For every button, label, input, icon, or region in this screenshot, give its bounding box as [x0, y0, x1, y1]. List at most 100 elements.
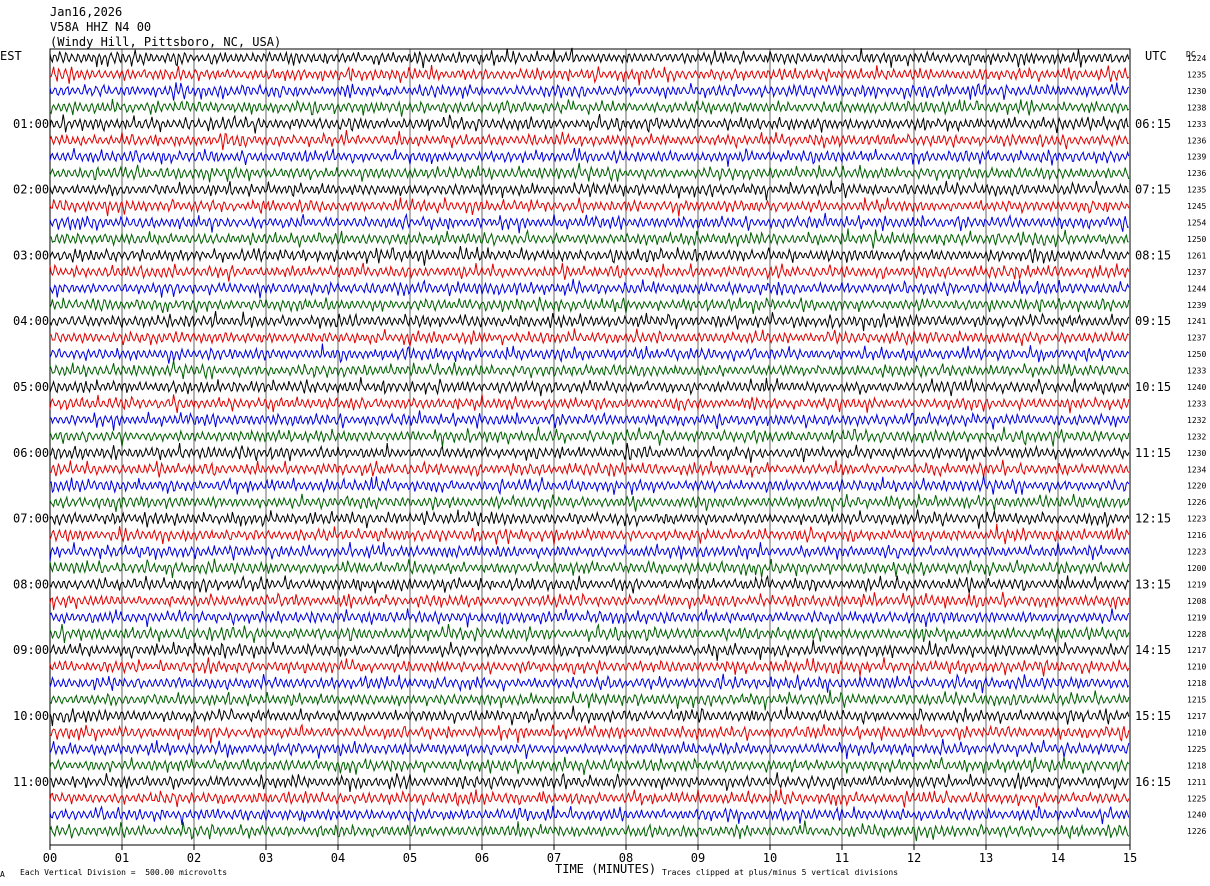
dc-offset-label: 1236: [1187, 136, 1206, 145]
dc-offset-label: 1261: [1187, 251, 1206, 260]
dc-offset-label: 1237: [1187, 268, 1206, 277]
trace-line: [49, 228, 1129, 249]
dc-offset-label: 1239: [1187, 153, 1206, 162]
trace-line: [49, 180, 1129, 201]
dc-offset-label: 1219: [1187, 613, 1206, 622]
left-hour-label: 04:00: [13, 314, 49, 328]
dc-offset-label: 1210: [1187, 663, 1206, 672]
right-hour-label: 09:15: [1135, 314, 1171, 328]
dc-offset-label: 1218: [1187, 679, 1206, 688]
x-tick-label: 12: [907, 851, 921, 865]
dc-offset-label: 1218: [1187, 761, 1206, 770]
right-hour-label: 12:15: [1135, 512, 1171, 526]
trace-line: [49, 820, 1130, 842]
right-hour-label: 14:15: [1135, 643, 1171, 657]
dc-offset-label: 1233: [1187, 399, 1206, 408]
trace-line: [49, 705, 1130, 727]
x-tick-label: 15: [1123, 851, 1137, 865]
dc-offset-label: 1226: [1187, 498, 1206, 507]
header-location: (Windy Hill, Pittsboro, NC, USA): [50, 35, 282, 49]
trace-line: [49, 296, 1130, 314]
header-station: V58A HHZ N4 00: [50, 20, 152, 34]
dc-offset-label: 1225: [1187, 794, 1206, 803]
trace-line: [49, 394, 1130, 414]
dc-offset-label: 1244: [1187, 284, 1206, 293]
dc-offset-label: 1235: [1187, 70, 1206, 79]
left-hour-label: 09:00: [13, 643, 49, 657]
dc-offset-label: 1241: [1187, 317, 1206, 326]
dc-offset-label: 1250: [1187, 235, 1206, 244]
trace-line: [49, 47, 1130, 69]
trace-line: [49, 523, 1130, 545]
right-hour-label: 16:15: [1135, 775, 1171, 789]
dc-offset-label: 1233: [1187, 367, 1206, 376]
dc-offset-label: 1240: [1187, 383, 1206, 392]
dc-offset-label: 1233: [1187, 120, 1206, 129]
left-hour-label: 05:00: [13, 380, 49, 394]
footer-scale: Each Vertical Division = 500.00 microvol…: [20, 868, 228, 877]
dc-offset-label: 1234: [1187, 465, 1206, 474]
x-tick-label: 04: [331, 851, 345, 865]
left-hour-label: 02:00: [13, 183, 49, 197]
trace-line: [49, 360, 1129, 381]
trace-line: [49, 591, 1130, 611]
x-tick-label: 08: [619, 851, 633, 865]
x-tick-label: 07: [547, 851, 561, 865]
dc-offset-label: 1232: [1187, 432, 1206, 441]
dc-offset-label: 1250: [1187, 350, 1206, 359]
right-hour-label: 15:15: [1135, 709, 1171, 723]
dc-offset-label: 1226: [1187, 827, 1206, 836]
dc-offset-label: 1216: [1187, 531, 1206, 540]
trace-line: [49, 805, 1130, 826]
x-tick-label: 03: [259, 851, 273, 865]
dc-offset-label: 1235: [1187, 186, 1206, 195]
right-hour-label: 06:15: [1135, 117, 1171, 131]
left-hour-label: 03:00: [13, 248, 49, 262]
dc-offset-label: 1228: [1187, 630, 1206, 639]
trace-line: [49, 475, 1130, 496]
dc-offset-label: 1208: [1187, 597, 1206, 606]
trace-line: [49, 723, 1130, 744]
trace-line: [49, 64, 1130, 86]
trace-line: [49, 756, 1130, 775]
dc-offset-label: 1217: [1187, 646, 1206, 655]
x-tick-label: 09: [691, 851, 705, 865]
trace-line: [49, 246, 1130, 266]
x-tick-label: 14: [1051, 851, 1065, 865]
trace-line: [49, 657, 1130, 677]
trace-line: [49, 98, 1130, 117]
trace-line: [49, 82, 1130, 101]
dc-offset-label: 1230: [1187, 87, 1206, 96]
trace-line: [50, 772, 1130, 792]
dc-header-label: DC: [1186, 50, 1196, 59]
x-tick-label: 02: [187, 851, 201, 865]
dc-offset-label: 1210: [1187, 728, 1206, 737]
x-tick-label: 00: [43, 851, 57, 865]
right-hour-label: 07:15: [1135, 183, 1171, 197]
dc-offset-label: 1225: [1187, 745, 1206, 754]
trace-line: [49, 673, 1130, 694]
trace-line: [49, 459, 1130, 478]
left-timezone-label: EST: [0, 49, 22, 63]
dc-offset-label: 1223: [1187, 515, 1206, 524]
trace-line: [49, 212, 1129, 234]
trace-line: [49, 343, 1130, 364]
footer-mark: A: [0, 870, 5, 879]
trace-line: [49, 623, 1130, 644]
dc-offset-label: 1232: [1187, 416, 1206, 425]
trace-line: [49, 162, 1130, 183]
trace-line: [49, 377, 1130, 397]
left-hour-label: 01:00: [13, 117, 49, 131]
trace-line: [49, 262, 1130, 282]
x-tick-label: 13: [979, 851, 993, 865]
dc-offset-label: 1239: [1187, 301, 1206, 310]
label-group: 00 01 02 03 04 05 06 07 08 09 10 11 12 13 14 15 1224 1235…: [13, 54, 1206, 865]
right-hour-label: 10:15: [1135, 380, 1171, 394]
trace-line: [49, 278, 1130, 299]
dc-offset-label: 1238: [1187, 103, 1206, 112]
trace-line: [49, 788, 1130, 808]
trace-line: [49, 426, 1130, 448]
dc-offset-label: 1254: [1187, 219, 1206, 228]
x-tick-label: 10: [763, 851, 777, 865]
dc-offset-label: 1219: [1187, 580, 1206, 589]
